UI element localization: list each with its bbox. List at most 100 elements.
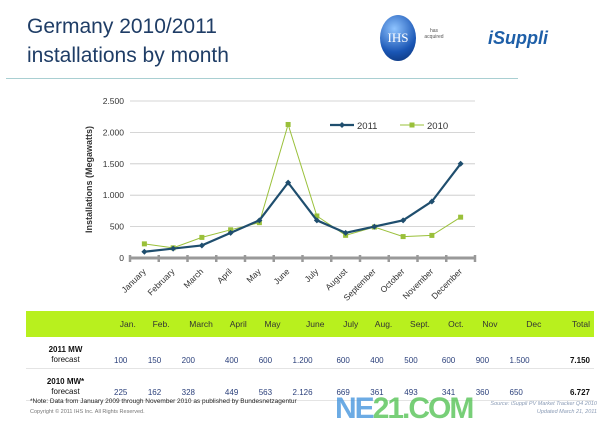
table-cell: 360 (467, 368, 502, 401)
table-row: 2011 MW forecast 100 150 200 400 600 1.200 600 40… (26, 337, 594, 369)
x-tick-label: December (429, 266, 464, 301)
column-header: Dec (501, 311, 546, 337)
table-cell: 500 (396, 337, 434, 369)
forecast-table: Jan. Feb. March April May June July Aug. Sept. Oc… (26, 311, 594, 401)
column-header: July (328, 311, 363, 337)
ihs-logo: IHS (380, 15, 416, 61)
data-point-2010 (458, 214, 464, 220)
copyright: Copyright © 2011 IHS Inc. All Rights Res… (30, 409, 145, 415)
watermark: NE21.COM (335, 392, 475, 425)
isuppli-logo: iSuppli (488, 28, 548, 48)
table-cell: 900 (467, 337, 502, 369)
column-header: Sept. (396, 311, 434, 337)
series-line-2011 (144, 163, 462, 253)
table-cell: 100 (106, 337, 140, 369)
table-cell: 400 (362, 337, 397, 369)
column-header: April (216, 311, 251, 337)
column-header: Total (545, 311, 594, 337)
data-point-2011 (141, 248, 148, 255)
row-label: 2010 MW* forecast (26, 368, 106, 401)
legend (322, 115, 462, 131)
data-point-2010 (228, 227, 234, 233)
data-point-2011 (198, 242, 205, 249)
column-header: Jan. (106, 311, 140, 337)
table-cell: 200 (173, 337, 217, 369)
data-point-2011 (285, 179, 292, 186)
header-empty (26, 311, 106, 337)
legend-label: 2011 (357, 121, 377, 132)
y-tick-label: 500 (110, 222, 124, 232)
x-tick-label: October (378, 266, 407, 295)
data-point-2011 (457, 160, 464, 167)
table-cell: 650 (501, 368, 546, 401)
x-tick-label: March (182, 266, 206, 290)
table-cell: 600 (328, 337, 363, 369)
x-tick-label: July (303, 266, 321, 284)
table-row: 2010 MW* forecast 225 162 328 449 563 2.126 669 3… (26, 368, 594, 401)
x-tick-label: May (244, 266, 263, 285)
legend-label: 2010 (427, 121, 448, 132)
column-header: Nov (467, 311, 502, 337)
data-point-2010 (141, 241, 147, 247)
y-axis-title: Installations (Megawatts) (84, 126, 94, 233)
column-header: May (250, 311, 285, 337)
column-header: Oct. (433, 311, 468, 337)
x-tick-label: February (145, 266, 177, 298)
table-cell: 493 (396, 368, 434, 401)
table-cell: 669 (328, 368, 363, 401)
row-label-line1: 2010 MW* (46, 377, 85, 386)
title-line-2: installations by month (27, 44, 229, 67)
y-tick-label: 1.500 (103, 159, 125, 169)
table-header-row: Jan. Feb. March April May June July Aug. Sept. Oc… (26, 311, 594, 337)
footnote: *Note: Data from January 2009 through No… (30, 398, 297, 405)
x-tick-label: January (119, 266, 148, 295)
row-total: 6.727 (545, 368, 594, 401)
table-cell: 361 (362, 368, 397, 401)
table-cell: 1.500 (501, 337, 546, 369)
data-point-2010 (314, 213, 320, 219)
data-point-2011 (342, 229, 349, 236)
table-cell: 225 (106, 368, 140, 401)
table-cell: 2.126 (284, 368, 329, 401)
data-point-2011 (313, 217, 320, 224)
watermark-rest: 21.COM (372, 392, 475, 425)
source-line: Source: iSuppli PV Market Tracker Q4 201… (490, 401, 597, 407)
title-line-1: Germany 2010/2011 (27, 15, 217, 38)
data-point-2011 (256, 217, 263, 224)
data-point-2011 (400, 217, 407, 224)
row-label-line2: forecast (51, 387, 80, 396)
row-label-line1: 2011 MW (48, 345, 83, 354)
legend-marker (409, 122, 415, 128)
series-line-2010 (144, 122, 461, 249)
table-cell: 400 (216, 337, 251, 369)
x-tick-label: June (271, 266, 291, 286)
table-cell: 449 (216, 368, 251, 401)
table-cell: 150 (139, 337, 174, 369)
table-cell: 600 (433, 337, 468, 369)
table-cell: 162 (139, 368, 174, 401)
y-tick-label: 2.500 (103, 96, 125, 106)
row-total: 7.150 (545, 337, 594, 369)
y-tick-label: 1.000 (103, 190, 125, 200)
data-point-2010 (285, 121, 291, 127)
y-tick-label: 2.000 (103, 127, 125, 137)
acquired-text: has acquired (424, 28, 444, 40)
table-cell: 563 (250, 368, 285, 401)
data-point-2011 (170, 245, 177, 252)
column-header: Aug. (362, 311, 397, 337)
slide-title: Germany 2010/2011 installations by month (27, 12, 229, 70)
x-tick-label: August (323, 266, 349, 292)
data-point-2011 (428, 198, 435, 205)
ihs-logo-text: IHS (387, 30, 409, 45)
x-tick-label: April (215, 266, 234, 285)
column-header: June (284, 311, 329, 337)
row-label-line2: forecast (51, 355, 80, 364)
data-point-2010 (429, 232, 435, 238)
table-cell: 328 (173, 368, 217, 401)
data-point-2011 (371, 223, 378, 230)
data-point-2011 (227, 229, 234, 236)
header-divider (6, 78, 518, 79)
data-point-2010 (400, 234, 406, 240)
